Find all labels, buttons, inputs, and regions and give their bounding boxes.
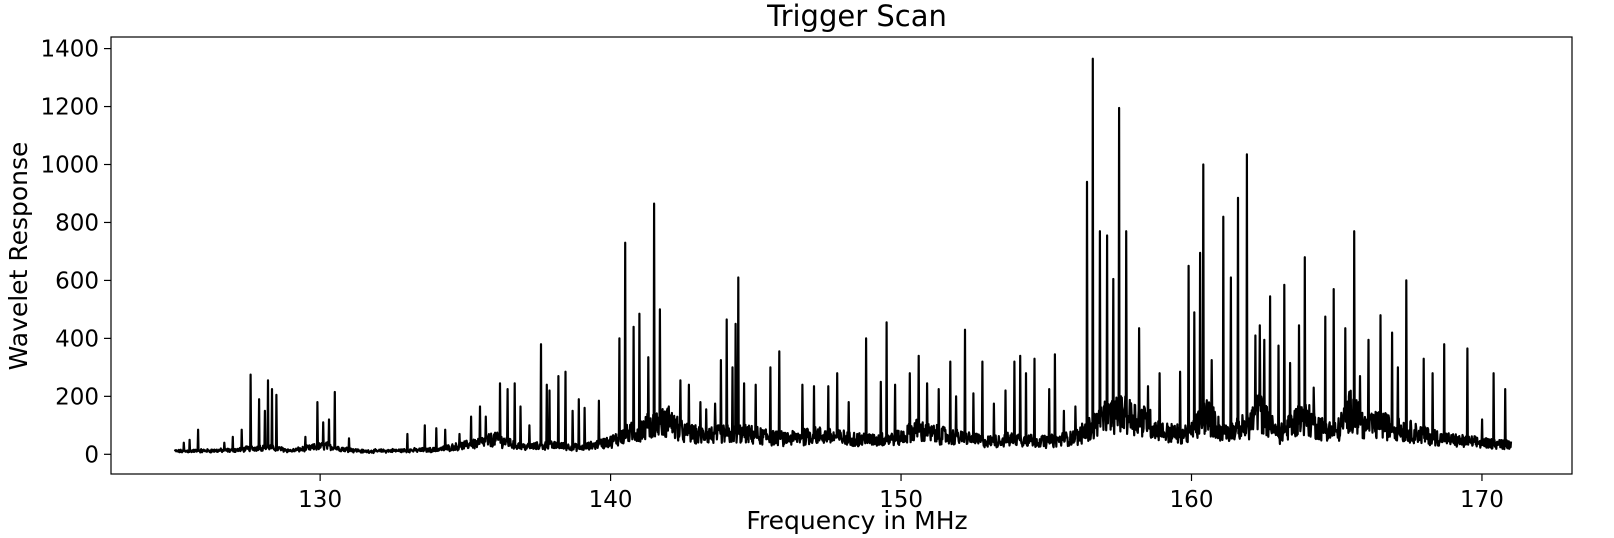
x-axis-title: Frequency in MHz [746, 506, 967, 534]
y-axis-title: Wavelet Response [4, 142, 33, 371]
y-tick-label: 1200 [40, 95, 99, 121]
y-tick-label: 1000 [40, 153, 99, 179]
x-tick-label: 170 [1460, 487, 1504, 513]
x-tick-label: 150 [879, 487, 923, 513]
chart-title: Trigger Scan [766, 0, 947, 33]
plot-frame [110, 36, 1573, 475]
y-tick-label: 800 [55, 210, 99, 236]
plot-area [173, 57, 1513, 455]
y-tick-label: 200 [55, 384, 99, 410]
y-tick-label: 400 [55, 326, 99, 352]
y-tick-label: 0 [84, 442, 99, 468]
x-tick-label: 160 [1170, 487, 1214, 513]
y-tick-label: 600 [55, 268, 99, 294]
series-line [173, 57, 1513, 455]
y-tick-label: 1400 [40, 37, 99, 63]
x-tick-label: 140 [589, 487, 633, 513]
x-tick-label: 130 [298, 487, 342, 513]
axis-ticks: 130 140 150 160 170 0 200 400 600 800 1000 1200 1400 [40, 36, 1573, 513]
